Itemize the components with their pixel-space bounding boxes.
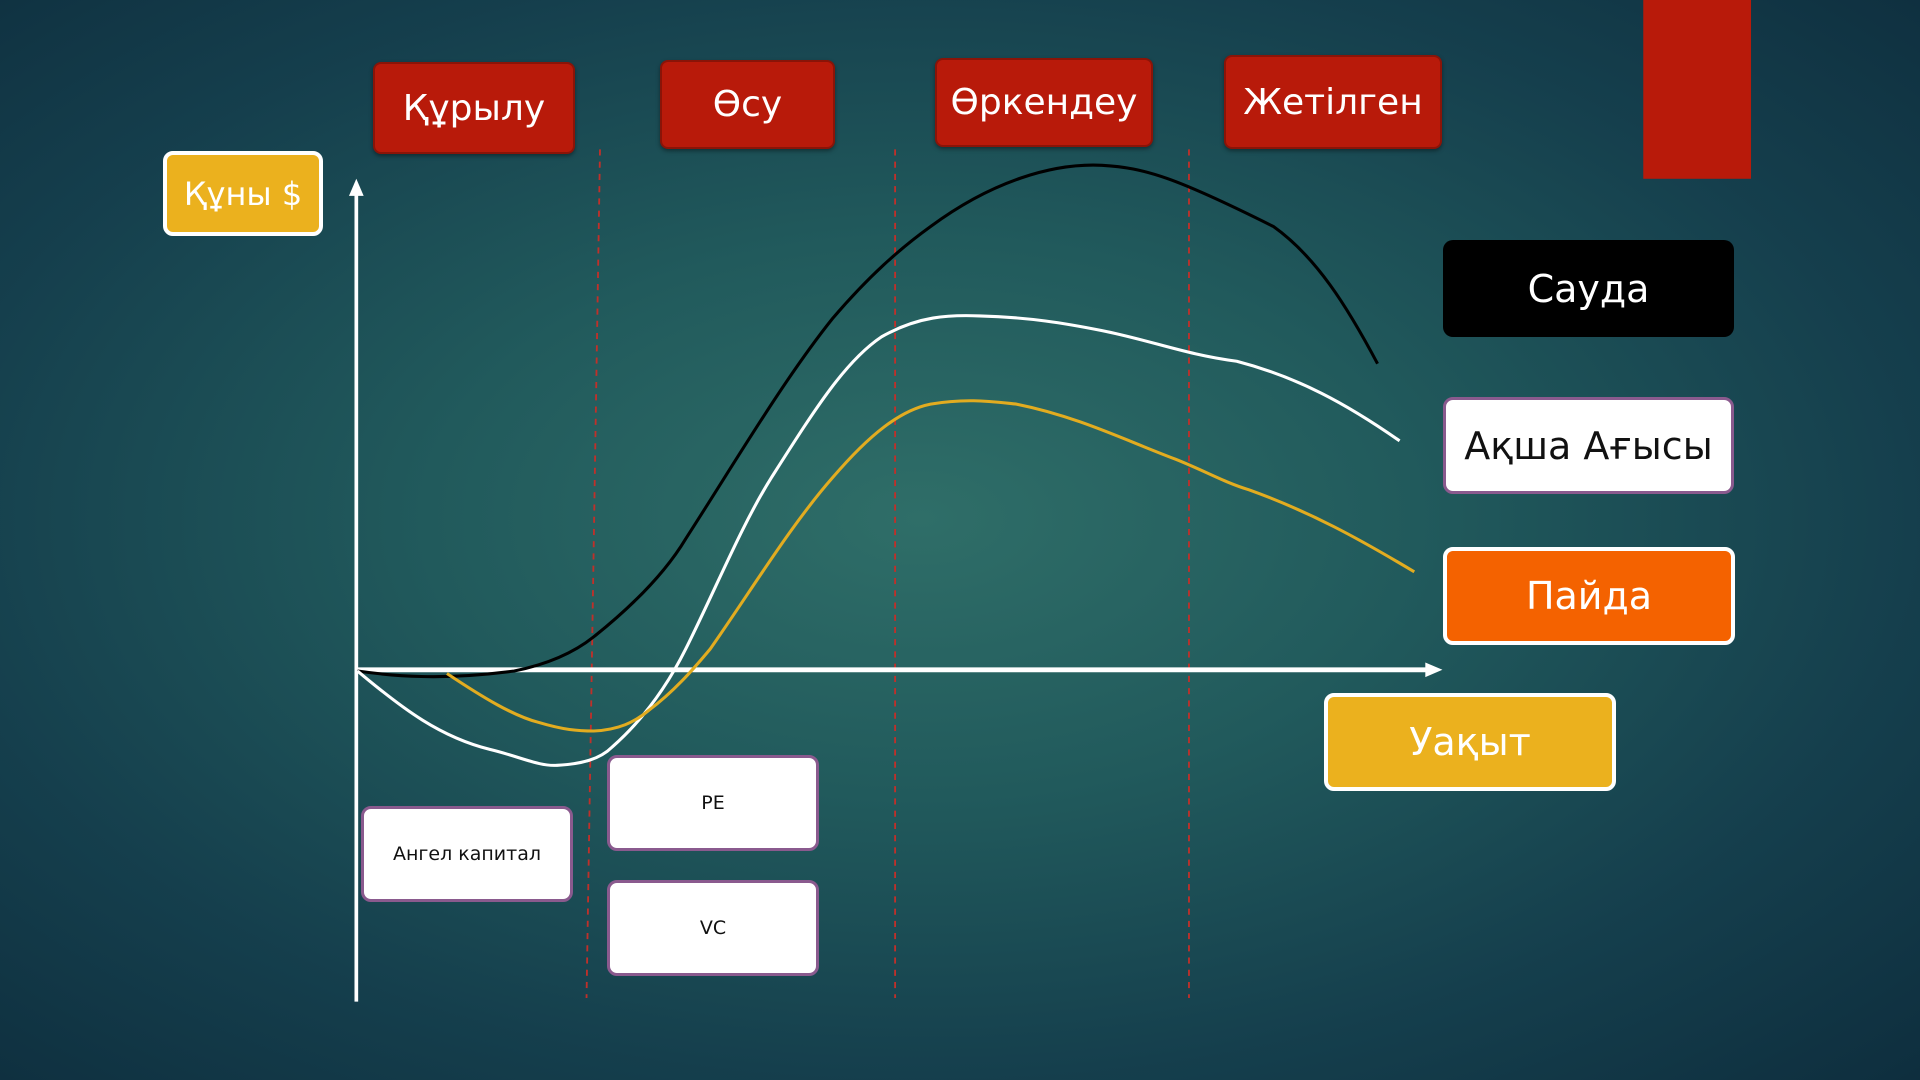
legend-profit: Пайда bbox=[1443, 547, 1735, 645]
sales-curve bbox=[357, 163, 1379, 679]
funding-angel-capital: Ангел капитал bbox=[361, 806, 573, 902]
stage-label-formation: Құрылу bbox=[373, 62, 575, 154]
profit-curve bbox=[446, 399, 1416, 733]
stage-divider-1 bbox=[585, 149, 601, 998]
funding-pe: PE bbox=[607, 755, 819, 851]
funding-vc: VC bbox=[607, 880, 819, 976]
legend-sales: Сауда bbox=[1443, 240, 1734, 337]
x-axis-label: Уақыт bbox=[1324, 693, 1616, 791]
y-axis-label: Құны $ bbox=[163, 151, 323, 236]
stage-label-growth: Өсу bbox=[660, 60, 835, 149]
accent-bar bbox=[1643, 0, 1752, 179]
cashflow-curve bbox=[356, 314, 1401, 767]
y-axis-arrow bbox=[348, 178, 364, 196]
x-axis-arrow bbox=[1425, 662, 1443, 678]
stage-label-expansion: Өркендеу bbox=[935, 58, 1153, 147]
stage-label-mature: Жетілген bbox=[1224, 55, 1442, 149]
legend-cashflow: Ақша Ағысы bbox=[1443, 397, 1734, 494]
